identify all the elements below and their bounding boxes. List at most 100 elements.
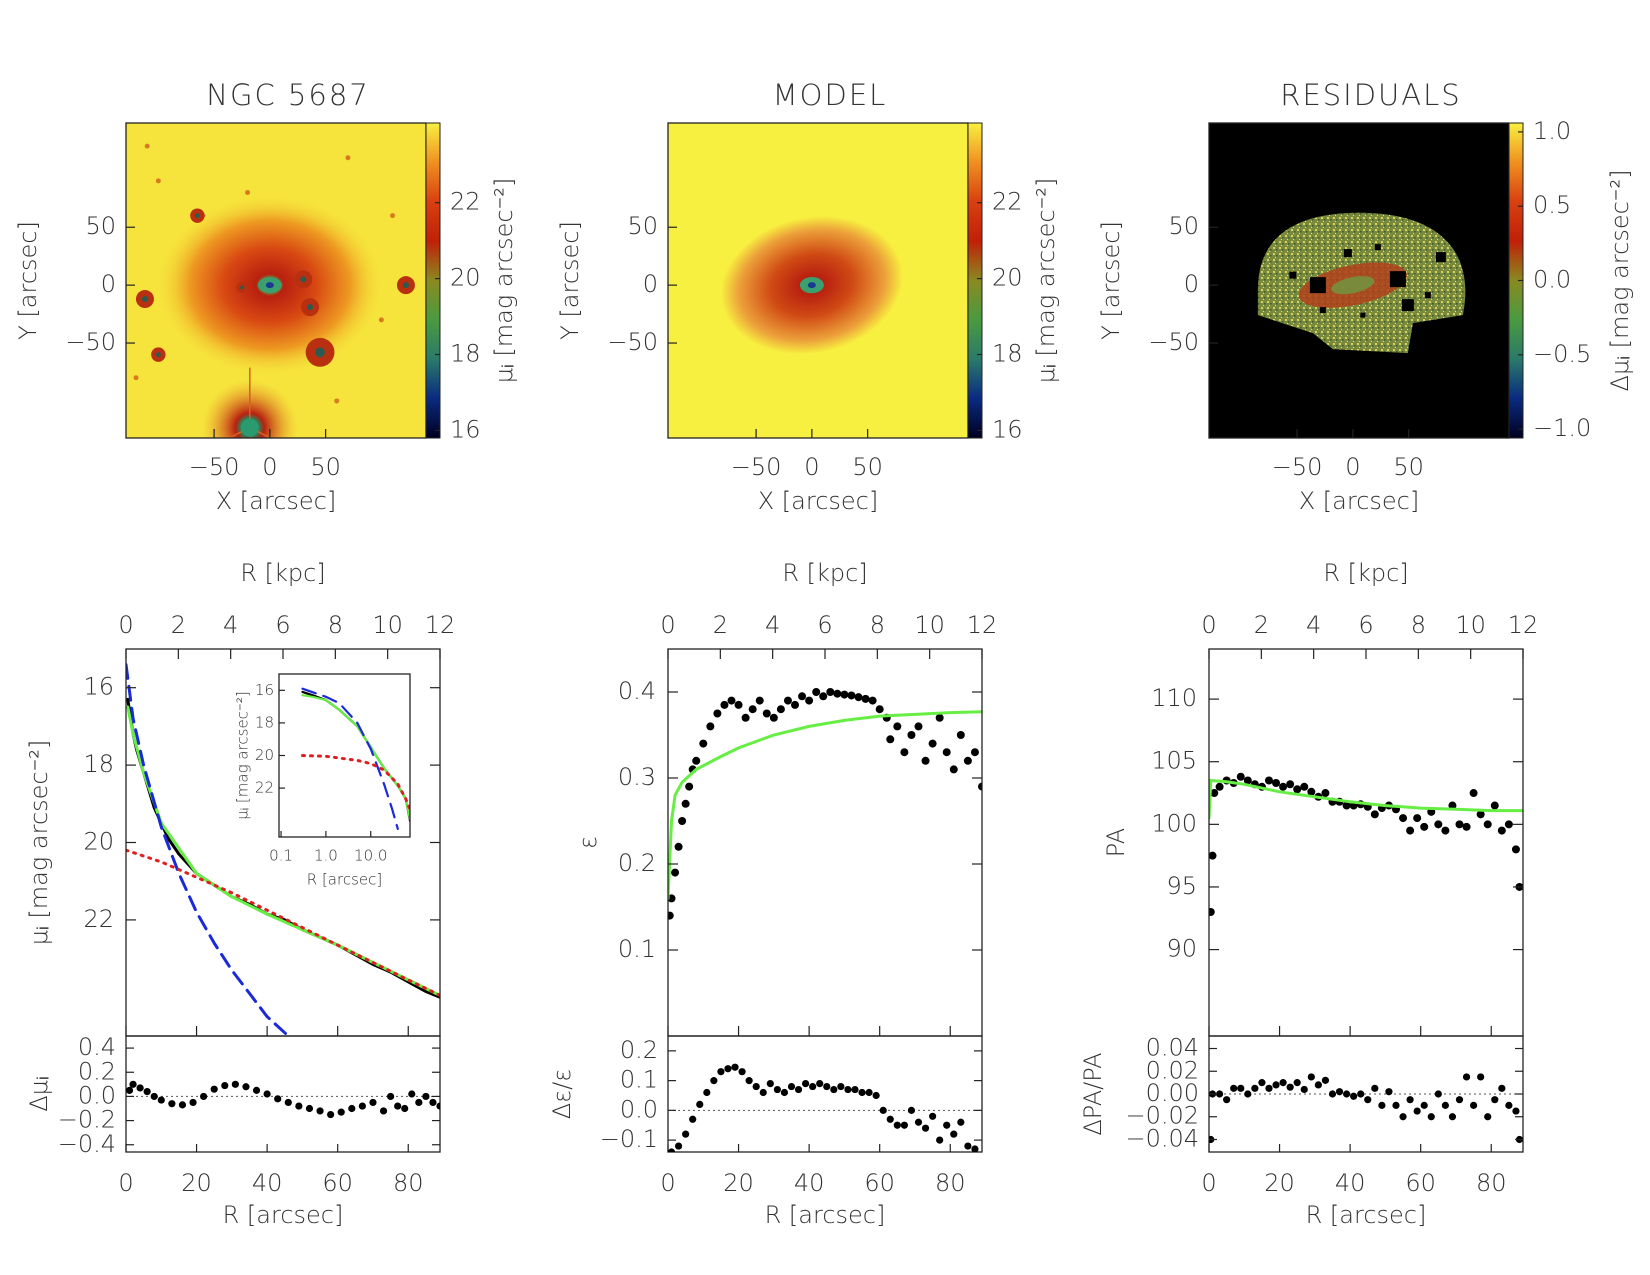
noise-dot [390, 213, 396, 219]
x2-tick-label: 2 [1254, 611, 1269, 639]
data-point [1321, 789, 1330, 798]
data-point [872, 1091, 880, 1100]
data-point [893, 1121, 901, 1129]
data-point [724, 1065, 732, 1073]
data-point [844, 1085, 852, 1094]
inset-y-tick-label: 18 [255, 713, 274, 731]
data-point [1448, 801, 1457, 810]
residual-y-tick-label: 0.1 [620, 1066, 658, 1094]
x2-tick-label: 8 [1411, 611, 1426, 639]
y-tick-label: −50 [607, 328, 658, 356]
residual-y-label: Δε/ε [548, 1069, 576, 1119]
inset-y-tick-label: 16 [255, 681, 274, 699]
data-point [295, 1102, 303, 1110]
data-point [963, 756, 972, 765]
image [668, 123, 968, 438]
data-point [1392, 1101, 1400, 1109]
data-point [942, 748, 951, 757]
data-point [710, 1077, 718, 1085]
mask [1435, 252, 1446, 263]
data-point [1307, 787, 1316, 796]
x2-tick-label: 12 [425, 611, 456, 639]
y-axis-label: Y [arcsec] [14, 221, 42, 340]
x2-tick-label: 12 [1508, 611, 1539, 639]
plot-area [1209, 772, 1523, 917]
data-point [671, 868, 680, 877]
image [126, 123, 426, 438]
noise-dot [334, 398, 340, 404]
residual-frame [667, 1035, 983, 1153]
y-tick-label: 105 [1151, 747, 1197, 775]
data-point [801, 1079, 810, 1088]
mask [1401, 299, 1414, 312]
data-point [387, 1092, 395, 1101]
plot-area [301, 687, 410, 830]
x2-axis-label: R [kpc] [240, 559, 325, 587]
data-point [178, 1101, 187, 1109]
y-tick-label: 0 [1184, 270, 1199, 298]
colorbar-tick-label: 16 [992, 415, 1023, 443]
data-point [812, 688, 821, 696]
colorbar-tick-label: 18 [450, 340, 481, 368]
noise-dot [345, 155, 351, 161]
data-point [242, 1083, 250, 1091]
data-point [759, 1088, 767, 1097]
y-tick-label: 0.4 [618, 677, 656, 705]
inset-x-label: R [arcsec] [307, 871, 382, 889]
data-point [748, 705, 757, 714]
star [315, 347, 325, 358]
panel-title: MODEL [773, 78, 888, 112]
data-point [752, 1082, 760, 1091]
data-point [879, 1106, 887, 1114]
data-point [1265, 1084, 1273, 1092]
data-point [706, 722, 715, 731]
data-point [1512, 1107, 1520, 1115]
plot-area [668, 1063, 982, 1152]
data-point [794, 1085, 803, 1094]
data-point [689, 1115, 697, 1123]
residual-y-tick-label: 0.2 [620, 1036, 658, 1064]
data-point [1399, 1113, 1407, 1121]
y-tick-label: 18 [83, 750, 114, 778]
data-point [893, 722, 902, 731]
data-point [964, 1142, 972, 1150]
mask [1289, 271, 1297, 279]
data-point [823, 1082, 831, 1091]
data-point [970, 748, 979, 757]
y-tick-label: 0.3 [618, 763, 656, 791]
data-point [851, 1085, 859, 1094]
data-point [189, 1098, 197, 1107]
data-point [274, 1095, 282, 1103]
data-point [1483, 820, 1492, 829]
model-line [668, 710, 982, 900]
residual-y-tick-label: 0.0 [620, 1095, 658, 1123]
data-point [745, 1077, 753, 1085]
y-tick-label: −50 [65, 328, 116, 356]
x2-tick-label: 2 [171, 611, 186, 639]
x-tick-label: −50 [1272, 453, 1323, 481]
data-point [674, 842, 683, 851]
x2-tick-label: 8 [328, 611, 343, 639]
x2-tick-label: 10 [1455, 611, 1486, 639]
inset-y-tick-label: 22 [255, 779, 274, 797]
x-tick-label: 60 [322, 1169, 353, 1197]
data-point [685, 782, 694, 791]
data-point [900, 1121, 908, 1129]
x-tick-label: 80 [935, 1169, 966, 1197]
star [307, 304, 314, 311]
x-tick-label: 50 [1393, 453, 1424, 481]
x-tick-label: 60 [1405, 1169, 1436, 1197]
noise-dot [133, 375, 139, 381]
data-point [150, 1092, 158, 1101]
data-point [935, 713, 944, 722]
data-point [1209, 908, 1215, 917]
residual-y-tick-label: −0.04 [1125, 1124, 1199, 1152]
inset-x-tick-label: 1.0 [314, 847, 338, 865]
star [194, 213, 200, 219]
data-point [769, 713, 778, 722]
data-point [727, 696, 736, 705]
data-point [798, 692, 807, 701]
colorbar-tick-label: 22 [450, 188, 481, 216]
x-tick-label: 20 [723, 1169, 754, 1197]
